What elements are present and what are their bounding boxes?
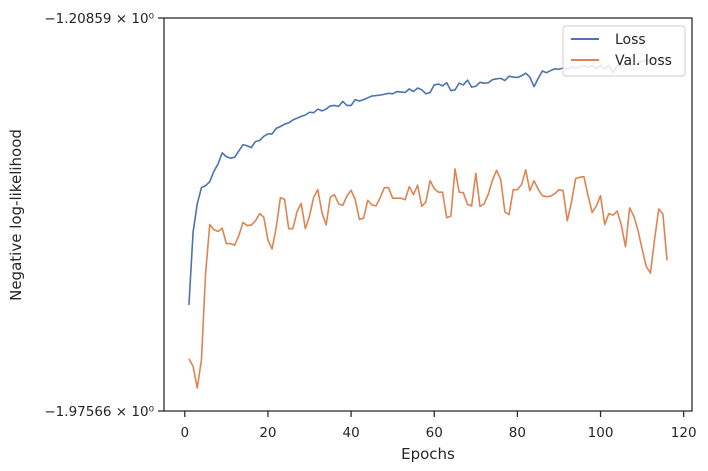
legend-label-loss: Loss	[615, 32, 646, 48]
val-loss-series-line	[188, 168, 668, 389]
x-axis-label: Epochs	[401, 445, 455, 463]
y-tick-label-top: −1.20859 × 10⁰	[44, 11, 154, 27]
x-tick-label: 0	[180, 425, 189, 441]
x-tick-label: 100	[588, 425, 614, 441]
legend: Loss Val. loss	[562, 25, 686, 77]
x-axis-ticks: 0 20 40 60 80 100 120	[180, 411, 697, 441]
x-tick-label: 80	[509, 425, 526, 441]
y-tick-label-bottom: −1.97566 × 10⁰	[44, 404, 154, 420]
y-axis-label: Negative log-likelihood	[7, 129, 25, 301]
x-tick-label: 60	[426, 425, 443, 441]
x-tick-label: 40	[342, 425, 359, 441]
y-axis-ticks: −1.20859 × 10⁰ −1.97566 × 10⁰	[44, 11, 164, 420]
x-tick-label: 20	[259, 425, 276, 441]
legend-label-val-loss: Val. loss	[615, 53, 672, 69]
x-tick-label: 120	[671, 425, 697, 441]
